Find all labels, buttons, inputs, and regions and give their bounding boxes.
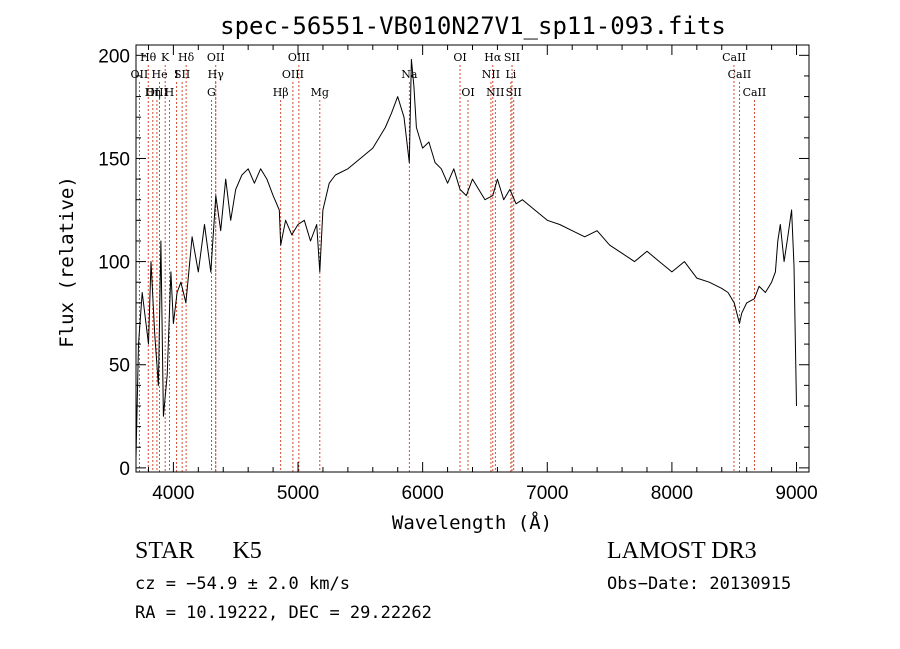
classification: STAR K5 xyxy=(135,538,300,565)
marker-label-20: Hη xyxy=(145,86,161,99)
marker-label-7: Hα xyxy=(484,51,502,64)
marker-label-28: CaII xyxy=(743,86,767,99)
marker-label-12: I xyxy=(174,68,178,81)
y-axis-label: Flux (relative) xyxy=(56,176,78,348)
marker-label-0: Hθ xyxy=(140,51,157,64)
y-tick-label-2: 100 xyxy=(98,253,130,274)
marker-label-10: OII xyxy=(131,68,149,81)
chart-title: spec-56551-VB010N27V1_sp11-093.fits xyxy=(220,12,726,40)
sky-coordinates: RA = 10.19222, DEC = 29.22262 xyxy=(135,603,432,623)
spectrum-series xyxy=(135,58,797,458)
marker-label-24: Mg xyxy=(311,86,329,99)
marker-label-23: Hβ xyxy=(273,86,289,99)
marker-label-16: NII xyxy=(482,68,500,81)
axis-ticks: 4000 5000 6000 7000 8000 9000 0 50 100 150 200 xyxy=(98,45,818,504)
y-tick-label-4: 200 xyxy=(98,46,130,67)
marker-label-19: OIII xyxy=(146,86,168,99)
marker-label-17: Li xyxy=(505,68,516,81)
marker-label-4: OIII xyxy=(288,51,310,64)
x-axis-label: Wavelength (Å) xyxy=(392,511,552,534)
x-tick-label-3: 7000 xyxy=(526,483,568,504)
object-class: STAR xyxy=(135,538,195,564)
marker-label-25: OI xyxy=(461,86,474,99)
observation-date: Obs−Date: 20130915 xyxy=(607,574,792,594)
x-tick-label-2: 6000 xyxy=(402,483,444,504)
y-tick-label-0: 0 xyxy=(119,459,130,480)
x-tick-label-5: 9000 xyxy=(775,483,817,504)
x-tick-label-4: 8000 xyxy=(651,483,693,504)
y-tick-label-3: 150 xyxy=(98,149,130,170)
marker-label-14: Hγ xyxy=(208,68,225,81)
spectrum-line-0 xyxy=(135,58,797,458)
marker-label-9: CaII xyxy=(722,51,746,64)
plot-frame xyxy=(135,44,810,473)
marker-label-26: NII xyxy=(486,86,504,99)
marker-label-27: SII xyxy=(506,86,522,99)
marker-label-8: SII xyxy=(504,51,520,64)
marker-label-22: G xyxy=(207,86,216,99)
marker-label-13: SII xyxy=(174,68,190,81)
redshift-velocity: cz = −54.9 ± 2.0 km/s xyxy=(135,574,350,594)
y-tick-label-1: 50 xyxy=(109,356,130,377)
x-tick-label-0: 4000 xyxy=(152,483,194,504)
marker-label-1: K xyxy=(161,51,170,64)
marker-label-5: Na xyxy=(401,68,418,81)
spectral-subclass: K5 xyxy=(232,538,262,564)
marker-label-3: OII xyxy=(207,51,225,64)
marker-label-11: He xyxy=(152,68,168,81)
survey-name: LAMOST DR3 xyxy=(607,538,757,564)
x-tick-label-1: 5000 xyxy=(277,483,319,504)
marker-label-2: Hδ xyxy=(178,51,195,64)
marker-label-21: H xyxy=(165,86,175,99)
marker-label-18: CaII xyxy=(728,68,752,81)
marker-label-6: OI xyxy=(453,51,466,64)
marker-label-15: OIII xyxy=(282,68,304,81)
